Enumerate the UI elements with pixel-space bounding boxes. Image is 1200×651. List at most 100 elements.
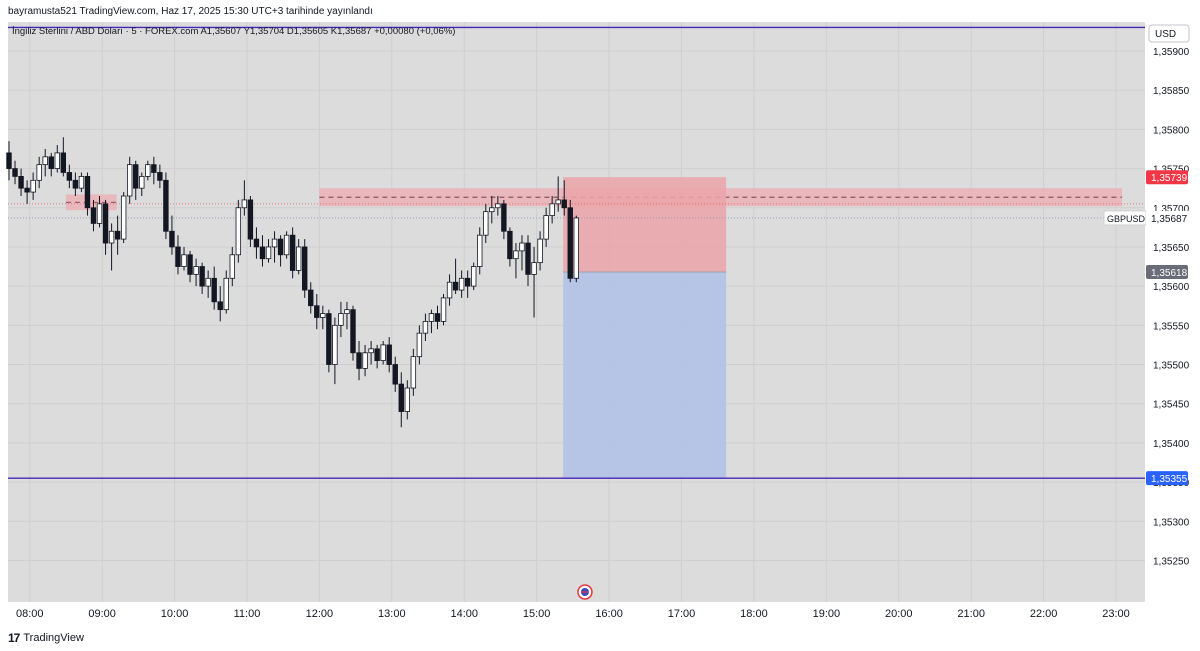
candle-body xyxy=(489,207,495,213)
candle-body xyxy=(78,176,85,189)
x-tick-label: 16:00 xyxy=(595,608,623,620)
candle-body xyxy=(223,277,229,311)
candle-body xyxy=(127,164,133,197)
time-axis-background xyxy=(8,602,1145,624)
candle-body xyxy=(495,203,501,209)
target-price-label-box xyxy=(1146,471,1188,486)
candle-body xyxy=(102,203,109,244)
candle-body xyxy=(181,254,187,267)
y-tick-label: 1,35650 xyxy=(1153,243,1190,254)
candle-body xyxy=(452,281,459,291)
candle-body xyxy=(6,152,12,169)
candle-body xyxy=(96,203,103,224)
candle-body xyxy=(446,281,453,299)
currency-label: USD xyxy=(1155,29,1176,40)
x-tick-label: 18:00 xyxy=(740,608,768,620)
candle-body xyxy=(507,230,513,260)
candle-body xyxy=(350,309,356,354)
candle-body xyxy=(157,172,163,181)
candle-body xyxy=(362,352,368,369)
candle-body xyxy=(537,238,543,264)
candle-body xyxy=(12,168,18,177)
candle-body xyxy=(163,179,169,232)
candle-body xyxy=(356,352,362,369)
candle-body xyxy=(114,230,121,240)
candle-body xyxy=(531,262,537,275)
candle-body xyxy=(380,344,386,361)
candle-body xyxy=(314,305,320,318)
candle-body xyxy=(18,176,24,189)
zones xyxy=(65,177,1123,479)
symbol-info: İngiliz Sterlini / ABD Doları · 5 · FORE… xyxy=(12,26,456,37)
candle-body xyxy=(54,152,60,169)
x-tick-label: 21:00 xyxy=(957,608,985,620)
candle-body xyxy=(145,164,151,177)
y-tick-label: 1,35250 xyxy=(1153,556,1190,567)
x-tick-label: 13:00 xyxy=(378,608,406,620)
candle-body xyxy=(253,238,260,248)
y-tick-label: 1,35600 xyxy=(1153,282,1190,293)
candle-body xyxy=(66,172,73,181)
candle-body xyxy=(289,234,296,271)
candle-body xyxy=(271,238,278,248)
candle-body xyxy=(326,313,332,365)
candle-body xyxy=(211,277,217,303)
x-tick-label: 09:00 xyxy=(88,608,116,620)
candle-body xyxy=(416,332,423,358)
candle-body xyxy=(392,364,398,385)
candle-body xyxy=(24,187,30,193)
candle-body xyxy=(567,207,573,279)
stop-price-label: 1,35739 xyxy=(1151,173,1188,184)
entry-price-label: 1,35618 xyxy=(1151,268,1188,279)
candle-body xyxy=(477,234,483,267)
candles xyxy=(6,137,579,428)
candle-body xyxy=(543,215,549,240)
levels xyxy=(8,26,1145,479)
candle-body xyxy=(169,230,175,248)
candle-body xyxy=(30,179,36,193)
candle-body xyxy=(434,313,441,322)
candle-body xyxy=(205,277,211,287)
stop-loss-zone xyxy=(563,177,727,273)
x-tick-label: 23:00 xyxy=(1102,608,1130,620)
us-flag-icon[interactable] xyxy=(577,584,593,600)
candle-body xyxy=(199,266,205,287)
candle-body xyxy=(139,176,145,189)
candle-body xyxy=(501,203,507,232)
y-tick-label: 1,35450 xyxy=(1153,400,1190,411)
footer: 17 TradingView xyxy=(8,631,84,645)
x-tick-label: 19:00 xyxy=(813,608,841,620)
time-axis[interactable]: 08:00 09:00 10:00 11:00 12:00 13:00 14:00 15:00… xyxy=(16,608,1130,620)
candle-body xyxy=(344,309,350,314)
candle-body xyxy=(259,246,266,260)
candle-body xyxy=(464,277,471,287)
candle-body xyxy=(193,266,199,275)
x-tick-label: 11:00 xyxy=(234,608,261,620)
candle-body xyxy=(428,313,435,322)
candle-body xyxy=(555,199,561,205)
candle-body xyxy=(374,348,380,361)
tradingview-logo-icon: 17 xyxy=(8,631,20,645)
candle-body xyxy=(72,179,79,189)
candle-body xyxy=(265,246,272,260)
candle-body xyxy=(235,207,242,256)
candle-body xyxy=(483,211,489,236)
candle-body xyxy=(108,230,115,244)
price-markers: 1,35739 GBPUSD 1,35687 1,35618 1,35355 xyxy=(1103,170,1188,486)
candle-body xyxy=(241,199,248,209)
candle-body xyxy=(90,207,97,224)
currency-box[interactable] xyxy=(1148,24,1190,43)
y-tick-label: 1,35700 xyxy=(1153,204,1190,215)
candle-body xyxy=(470,266,477,287)
stop-price-label-box xyxy=(1146,170,1188,185)
candle-body xyxy=(283,234,290,256)
y-tick-label: 1,35900 xyxy=(1153,47,1190,58)
candle-body xyxy=(48,156,54,169)
candle-body xyxy=(302,246,308,291)
x-tick-label: 14:00 xyxy=(450,608,478,620)
candle-body xyxy=(458,277,465,291)
candle-body xyxy=(133,164,139,189)
candle-body xyxy=(422,321,429,334)
candle-body xyxy=(332,324,338,365)
